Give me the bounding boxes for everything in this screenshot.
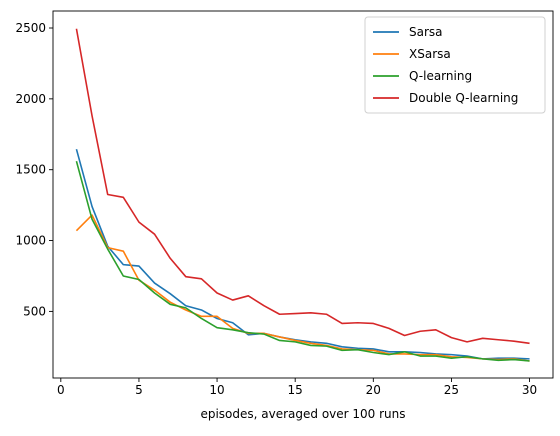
y-tick-label: 2500 — [15, 21, 46, 35]
legend-label-2: Q-learning — [409, 69, 472, 83]
legend: Sarsa XSarsa Q-learning Double Q-learning — [365, 17, 545, 113]
x-tick-label: 30 — [522, 383, 537, 397]
y-tick-label: 2000 — [15, 92, 46, 106]
y-tick-label: 500 — [23, 304, 46, 318]
x-tick-label: 10 — [209, 383, 224, 397]
x-axis-label: episodes, averaged over 100 runs — [200, 407, 405, 421]
x-tick-label: 25 — [444, 383, 459, 397]
y-tick-label: 1500 — [15, 163, 46, 177]
x-tick-label: 0 — [57, 383, 65, 397]
x-tick-label: 15 — [288, 383, 303, 397]
x-tick-label: 20 — [366, 383, 381, 397]
x-tick-label: 5 — [135, 383, 143, 397]
legend-label-3: Double Q-learning — [409, 91, 518, 105]
legend-label-0: Sarsa — [409, 25, 443, 39]
legend-label-1: XSarsa — [409, 47, 451, 61]
y-tick-label: 1000 — [15, 234, 46, 248]
